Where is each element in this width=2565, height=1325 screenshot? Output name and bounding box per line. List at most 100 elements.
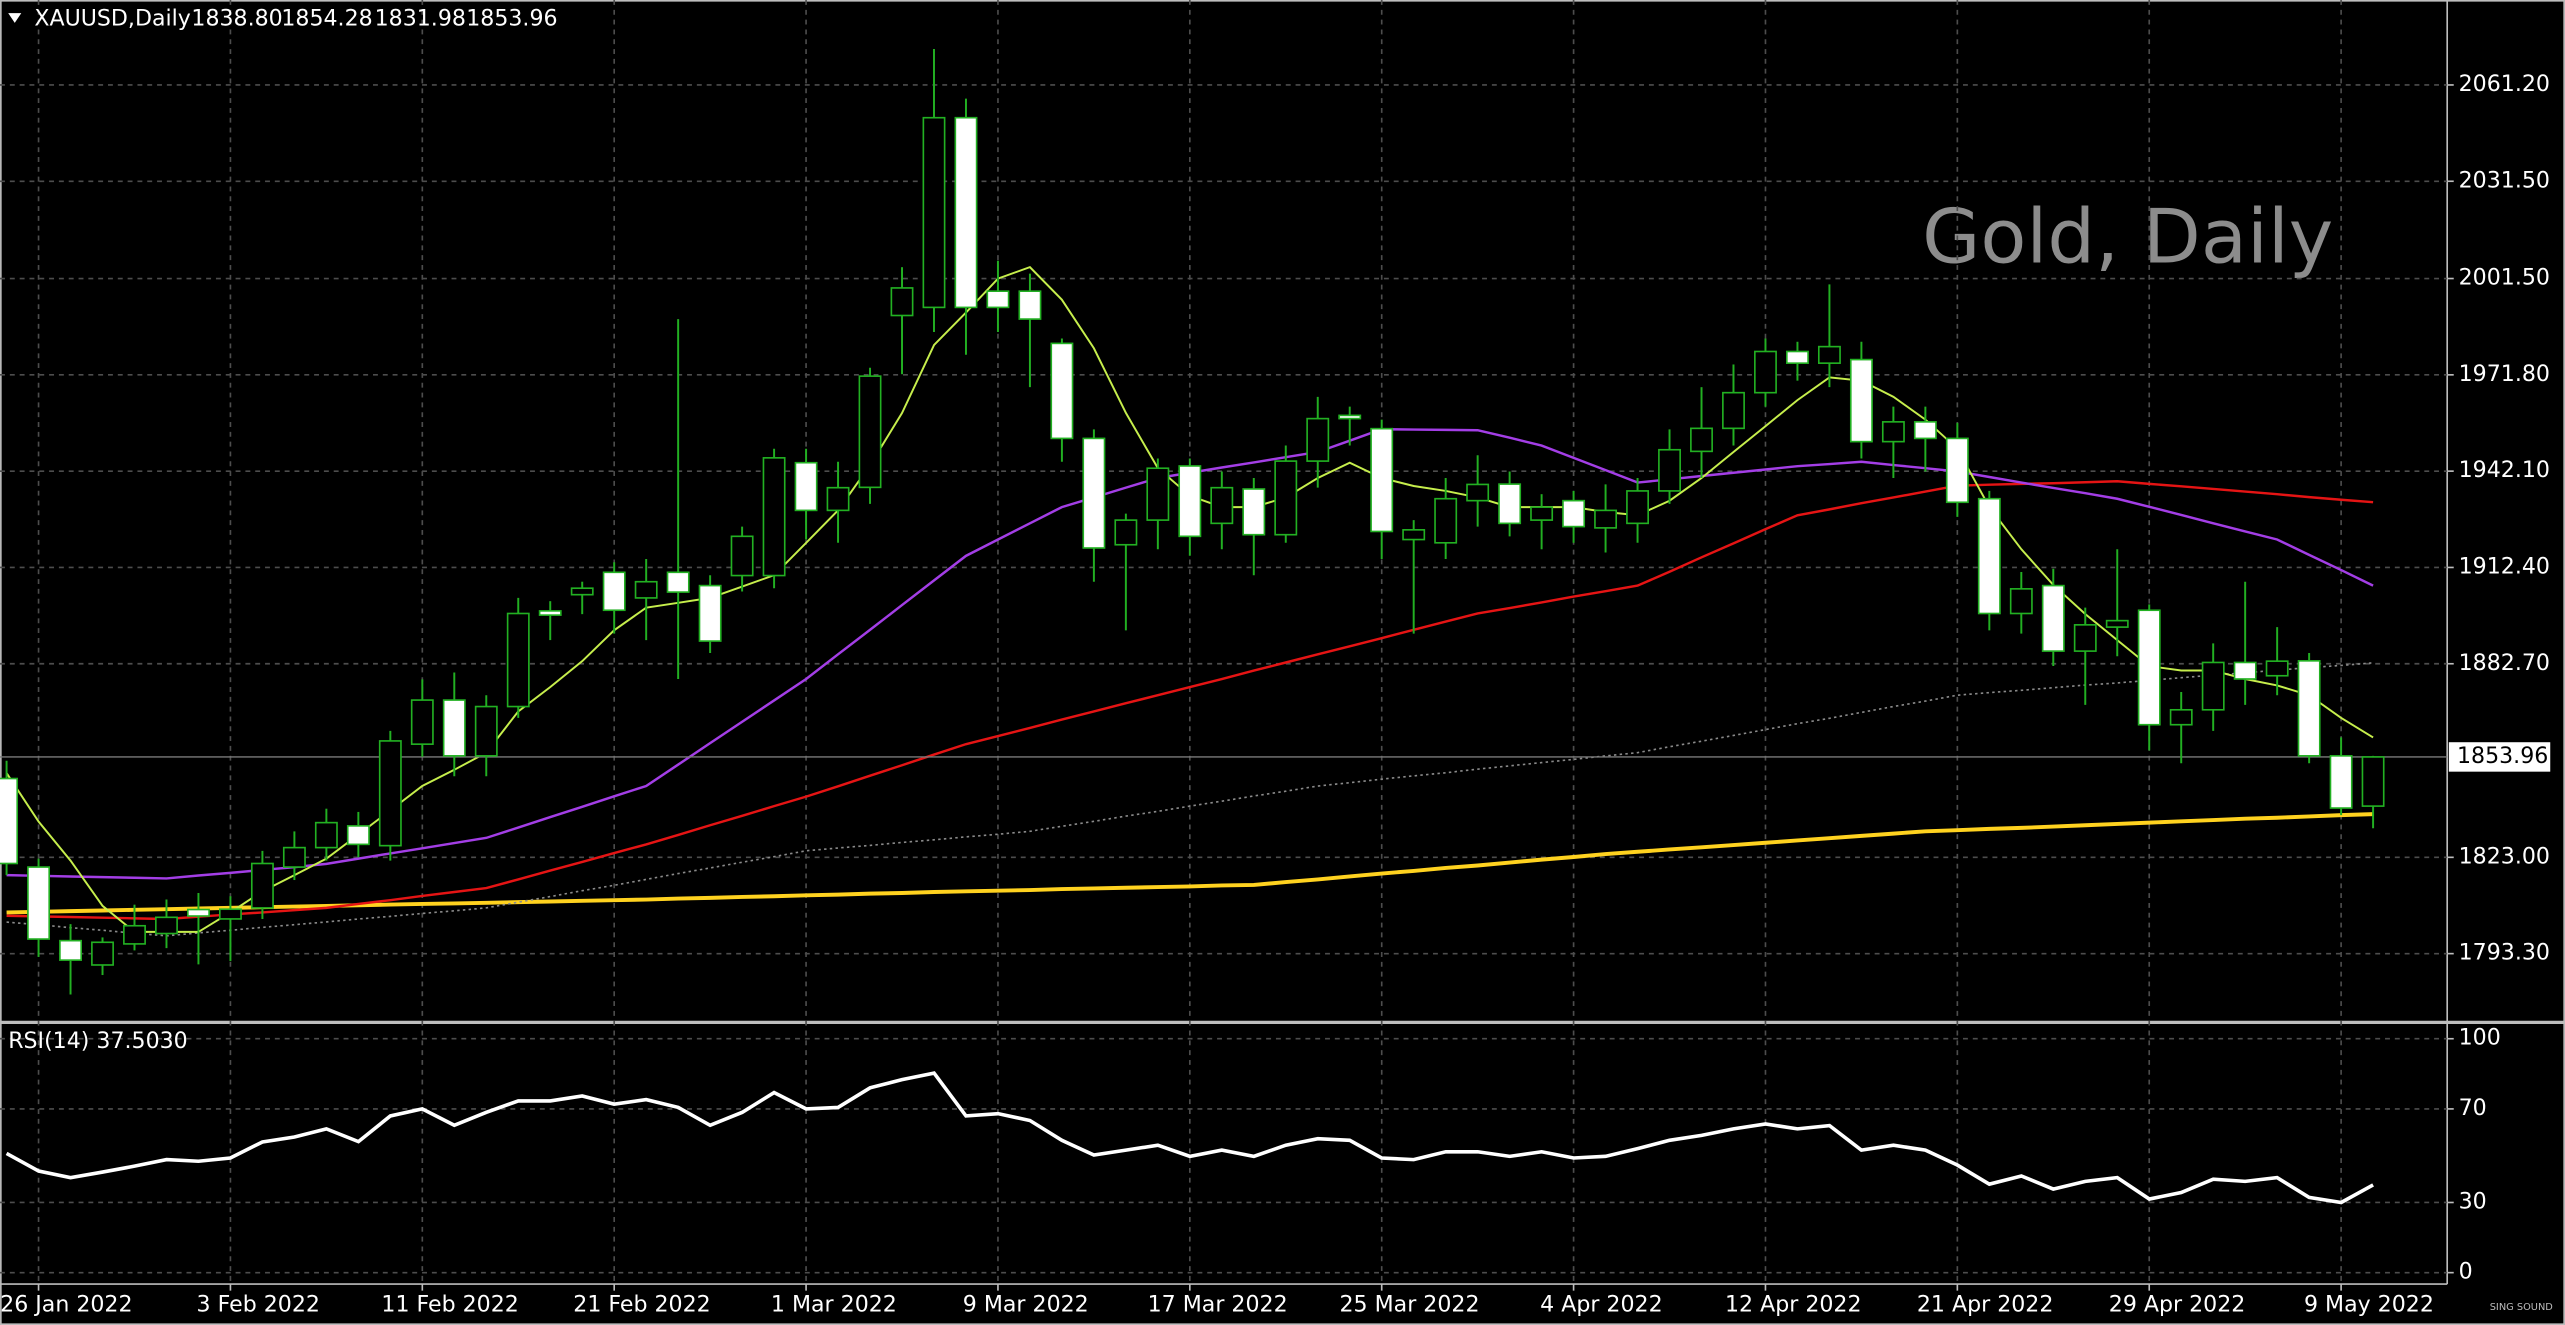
x-tick-label: 29 Apr 2022 <box>2109 1292 2246 1317</box>
x-tick-label: 12 Apr 2022 <box>1725 1292 1862 1317</box>
candle-body <box>2233 661 2257 680</box>
candle-body <box>1562 499 1586 528</box>
candle-body <box>1018 290 1042 320</box>
candle-body <box>187 908 210 917</box>
y-tick-label: 1942.10 <box>2459 458 2550 483</box>
y-tick-label: 0 <box>2459 1260 2473 1285</box>
candle-body <box>1594 509 1618 529</box>
candle-body <box>2009 588 2033 615</box>
rsi-title: RSI(14) 37.5030 <box>8 1029 188 1054</box>
candle-body <box>91 941 114 966</box>
candle-body <box>442 699 466 757</box>
y-tick-label: 2001.50 <box>2459 266 2550 291</box>
x-tick-label: 11 Feb 2022 <box>381 1292 518 1317</box>
ohlc-low: 1831.98 <box>375 7 466 32</box>
candle-body <box>1658 448 1681 492</box>
candle-body <box>730 535 754 577</box>
menu-arrow <box>8 13 22 23</box>
y-tick-label: 2031.50 <box>2459 168 2550 193</box>
symbol: XAUUSD,Daily <box>34 7 190 32</box>
candle-body <box>858 375 882 489</box>
candle-body <box>826 486 850 512</box>
candle-body <box>1434 497 1458 544</box>
x-tick-label: 17 Mar 2022 <box>1148 1292 1288 1317</box>
y-tick-label: 30 <box>2459 1189 2487 1214</box>
candle-body <box>762 457 786 577</box>
candle-body <box>1338 414 1362 420</box>
x-tick-label: 21 Apr 2022 <box>1917 1292 2054 1317</box>
x-tick-label: 1 Mar 2022 <box>771 1292 897 1317</box>
candle-body <box>1370 427 1394 533</box>
candle-body <box>27 866 51 940</box>
x-tick-label: 26 Jan 2022 <box>0 1292 132 1317</box>
ohlc-close: 1853.96 <box>466 7 557 32</box>
candle-body <box>1530 506 1554 521</box>
candle-body <box>474 705 498 757</box>
y-tick-label: 1823.00 <box>2459 844 2550 869</box>
candle-body <box>2361 756 2385 807</box>
candle-body <box>1210 486 1234 525</box>
candle-body <box>634 580 658 599</box>
moving-average <box>6 662 2374 937</box>
y-tick-label: 100 <box>2459 1026 2501 1051</box>
y-tick-label: 1971.80 <box>2459 362 2550 387</box>
candle-body <box>2297 660 2321 757</box>
candle-body <box>2137 609 2161 726</box>
candle-body <box>410 699 434 745</box>
moving-average <box>6 812 2374 915</box>
candle-body <box>1242 488 1266 536</box>
candle-body <box>1977 497 2001 615</box>
watermark: Gold, Daily <box>1922 193 2333 281</box>
candle-body <box>698 584 722 642</box>
candle-body <box>2329 755 2353 809</box>
candle-body <box>1722 391 1745 430</box>
candle-body <box>59 939 82 961</box>
candle-body <box>314 821 338 849</box>
candle-body <box>890 287 914 317</box>
candle-body <box>1754 350 1777 394</box>
candle-body <box>1082 437 1106 549</box>
logo: SING SOUND <box>2490 1302 2553 1313</box>
candle-body <box>1050 342 1074 440</box>
candle-body <box>1817 345 1841 364</box>
candle-body <box>1466 483 1490 502</box>
candle-body <box>1178 465 1202 538</box>
candle-body <box>506 612 530 708</box>
x-tick-label: 4 Apr 2022 <box>1540 1292 1662 1317</box>
candle-body <box>1306 417 1330 462</box>
candle-body <box>602 571 626 612</box>
candle-body <box>1690 427 1713 453</box>
ohlc-open: 1838.80 <box>191 7 282 32</box>
y-tick-label: 1912.40 <box>2459 554 2550 579</box>
candle-body <box>1849 358 1873 443</box>
ohlc-high: 1854.28 <box>281 7 372 32</box>
candle-body <box>2265 660 2289 677</box>
y-tick-label: 1793.30 <box>2459 941 2550 966</box>
candle-body <box>666 571 690 593</box>
candle-body <box>1913 421 1937 440</box>
y-tick-label: 70 <box>2459 1096 2487 1121</box>
candle-body <box>123 924 146 945</box>
candle-body <box>218 908 242 920</box>
last-price-label: 1853.96 <box>2457 744 2548 769</box>
candle-body <box>346 825 370 846</box>
candle-body <box>538 610 562 616</box>
candle-body <box>1498 483 1522 525</box>
x-tick-label: 9 May 2022 <box>2304 1292 2434 1317</box>
moving-average <box>6 480 2374 921</box>
x-tick-label: 25 Mar 2022 <box>1340 1292 1480 1317</box>
candle-body <box>986 290 1010 309</box>
candle-body <box>1786 350 1809 364</box>
candle-body <box>2105 619 2129 628</box>
candle-body <box>1274 460 1298 536</box>
candle-body <box>794 461 818 512</box>
candle-body <box>570 587 594 596</box>
candle-body <box>2201 661 2225 711</box>
x-tick-label: 9 Mar 2022 <box>963 1292 1089 1317</box>
candle-body <box>2041 584 2065 652</box>
candle-body <box>954 116 978 309</box>
